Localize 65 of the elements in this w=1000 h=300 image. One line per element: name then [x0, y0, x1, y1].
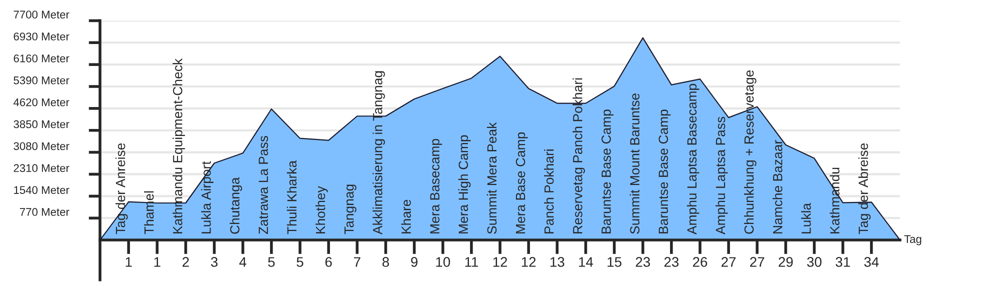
x-tick-label: 23	[636, 257, 650, 267]
x-tick-label: 5	[268, 257, 275, 267]
x-tick-label: 11	[465, 257, 478, 267]
x-tick-label: 23	[664, 257, 679, 267]
annotation: Lukla	[801, 202, 811, 234]
annotation: Mera High Camp	[458, 135, 471, 234]
x-tick-label: 12	[493, 257, 508, 267]
x-tick-label: 1	[126, 257, 132, 267]
y-tick-label: 1540 Meter	[14, 186, 70, 194]
y-tick-label: 6930 Meter	[14, 32, 70, 40]
annotation: Chhunkhung + Reservetage	[744, 70, 756, 234]
annotation: Thuli Kharka	[286, 160, 297, 234]
x-tick-label: 27	[722, 257, 736, 267]
x-tick-label: 1	[154, 257, 160, 267]
x-tick-label: 8	[382, 257, 389, 267]
annotation: Thamel	[144, 191, 154, 234]
annotation: Panch Pokhari	[544, 150, 554, 234]
annotation: Amphu Laptsa Pass	[715, 116, 728, 234]
annotation: Khare	[401, 200, 411, 234]
annotation: Kathmandu Equipment-Check	[172, 58, 185, 234]
y-tick-label: 5390 Meter	[14, 76, 70, 84]
x-tick-label: 12	[522, 257, 536, 267]
x-tick-label: 14	[579, 257, 594, 267]
annotation: Baruntse Base Camp	[602, 110, 614, 234]
y-tick-label: 3080 Meter	[14, 142, 70, 150]
x-tick-label: 29	[778, 257, 793, 267]
annotation: Kathmandu	[830, 168, 840, 234]
annotation: Reservetag Panch Pokhari	[572, 78, 585, 234]
x-tick-label: 9	[411, 257, 418, 267]
x-tick-label: 6	[325, 257, 332, 267]
annotation: Lukla Airport	[201, 161, 214, 234]
x-tick-label: 34	[864, 257, 879, 267]
x-tick-label: 27	[750, 257, 764, 267]
x-tick-label: 5	[296, 257, 304, 267]
annotation: Akklimatisierung in Tangnag	[372, 71, 385, 234]
annotation: Mera Base Camp	[516, 132, 528, 234]
x-tick-label: 31	[836, 257, 850, 267]
y-tick-label: 6160 Meter	[14, 54, 70, 62]
annotation: Summit Mount Baruntse	[630, 94, 640, 234]
annotation: Namche Bazaar	[772, 140, 782, 234]
x-tick-label: 7	[354, 257, 360, 267]
annotation: Mera Basecamp	[430, 138, 442, 234]
x-tick-label: 30	[807, 257, 822, 267]
x-tick-label: 10	[436, 257, 450, 267]
annotation: Baruntse Base Camp	[658, 110, 671, 234]
y-tick-label: 770 Meter	[20, 208, 70, 216]
annotation: Tangnag	[344, 184, 356, 234]
x-axis-title: Tag	[904, 235, 922, 246]
x-tick-label: 13	[550, 257, 564, 267]
annotation: Amphu Laptsa Basecamp	[686, 84, 700, 234]
y-tick-label: 7700 Meter	[14, 10, 70, 19]
annotation: Summit Mera Peak	[486, 122, 497, 234]
annotation: Tag der Abreise	[858, 143, 871, 234]
x-tick-label: 4	[239, 257, 246, 267]
x-tick-label: 2	[182, 257, 189, 267]
annotation: Khothey	[315, 186, 328, 234]
y-tick-label: 2310 Meter	[14, 164, 70, 172]
annotation: Tag der Anreise	[115, 143, 128, 234]
x-tick-label: 3	[210, 257, 218, 267]
x-tick-label: 15	[608, 257, 622, 267]
y-tick-label: 3850 Meter	[14, 120, 70, 128]
x-tick-label: 26	[692, 257, 708, 267]
annotation: Chutanga	[230, 177, 242, 234]
annotation: Zatrawa La Pass	[258, 136, 268, 234]
y-tick-label: 4620 Meter	[14, 98, 70, 106]
